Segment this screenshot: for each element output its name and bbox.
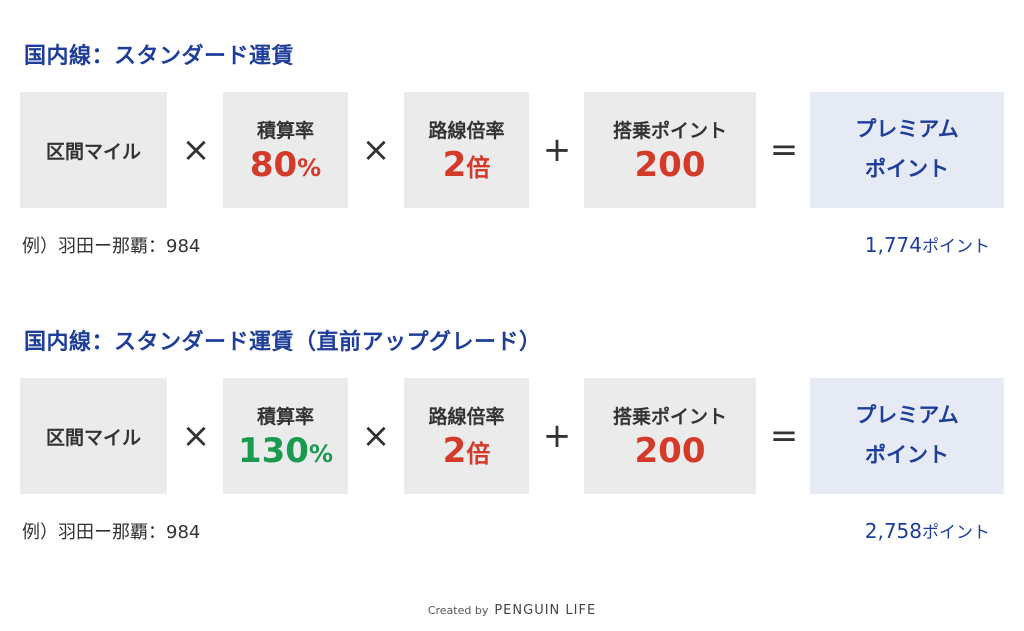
base-mileage-box: 区間マイル [20, 92, 167, 208]
route-multiplier-number: 2 [442, 144, 467, 185]
example-result-unit: ポイント [922, 237, 990, 257]
boarding-points-label: 搭乗ポイント [612, 119, 727, 142]
accrual-rate-number: 130 [237, 430, 309, 471]
boarding-points-value: 200 [634, 430, 706, 471]
multiply-operator: × [181, 130, 211, 170]
premium-points-label-line2: ポイント [865, 443, 949, 467]
section-title: 国内線：スタンダード運賃（直前アップグレード） [24, 330, 542, 355]
section-title: 国内線：スタンダード運賃 [24, 44, 295, 69]
boarding-points-label: 搭乗ポイント [612, 405, 727, 428]
accrual-rate-value: 80% [249, 144, 322, 185]
formula-section-upgrade: 国内線：スタンダード運賃（直前アップグレード） 区間マイル × 積算率 130%… [0, 324, 1024, 564]
example-result-points: 2,758ポイント [865, 518, 990, 543]
route-multiplier-label: 路線倍率 [428, 405, 505, 428]
accrual-rate-label: 積算率 [256, 405, 314, 428]
premium-points-label-line1: プレミアム [855, 403, 959, 428]
example-result-unit: ポイント [922, 523, 990, 543]
accrual-rate-unit: % [308, 439, 334, 468]
example-result-points: 1,774ポイント [865, 232, 990, 257]
formula-section-standard: 国内線：スタンダード運賃 区間マイル × 積算率 80% × 路線倍率 2倍 +… [0, 38, 1024, 278]
premium-points-box: プレミアム ポイント [810, 378, 1004, 494]
premium-points-label-line2: ポイント [865, 157, 949, 181]
route-multiplier-box: 路線倍率 2倍 [404, 92, 529, 208]
multiply-operator: × [361, 416, 391, 456]
boarding-points-box: 搭乗ポイント 200 [584, 92, 756, 208]
equals-operator: = [769, 416, 799, 456]
equals-operator: = [769, 130, 799, 170]
base-mileage-box: 区間マイル [20, 378, 167, 494]
route-multiplier-value: 2倍 [442, 430, 491, 471]
example-result-number: 2,758 [864, 519, 922, 543]
route-multiplier-number: 2 [442, 430, 467, 471]
example-route-text: 例）羽田ー那覇：984 [22, 522, 201, 543]
boarding-points-value: 200 [634, 144, 706, 185]
route-multiplier-box: 路線倍率 2倍 [404, 378, 529, 494]
credit-footer: Created by PENGUIN LIFE [0, 603, 1024, 618]
base-mileage-label: 区間マイル [45, 140, 141, 163]
accrual-rate-number: 80 [249, 144, 298, 185]
accrual-rate-unit: % [297, 153, 322, 182]
premium-points-label: プレミアム ポイント [855, 110, 959, 190]
credit-prefix: Created by [427, 604, 489, 617]
premium-points-box: プレミアム ポイント [810, 92, 1004, 208]
accrual-rate-label: 積算率 [256, 119, 314, 142]
example-route-text: 例）羽田ー那覇：984 [22, 236, 201, 257]
accrual-rate-value: 130% [237, 430, 334, 471]
route-multiplier-value: 2倍 [442, 144, 491, 185]
premium-points-label: プレミアム ポイント [855, 396, 959, 476]
boarding-points-box: 搭乗ポイント 200 [584, 378, 756, 494]
route-multiplier-label: 路線倍率 [428, 119, 505, 142]
base-mileage-label: 区間マイル [45, 426, 141, 449]
plus-operator: + [542, 416, 572, 456]
premium-points-label-line1: プレミアム [855, 117, 959, 142]
example-result-number: 1,774 [864, 233, 922, 257]
route-multiplier-unit: 倍 [466, 153, 491, 182]
multiply-operator: × [361, 130, 391, 170]
brand-logo-text: PENGUIN LIFE [494, 603, 597, 618]
route-multiplier-unit: 倍 [466, 439, 491, 468]
accrual-rate-box: 積算率 130% [223, 378, 348, 494]
multiply-operator: × [181, 416, 211, 456]
accrual-rate-box: 積算率 80% [223, 92, 348, 208]
plus-operator: + [542, 130, 572, 170]
